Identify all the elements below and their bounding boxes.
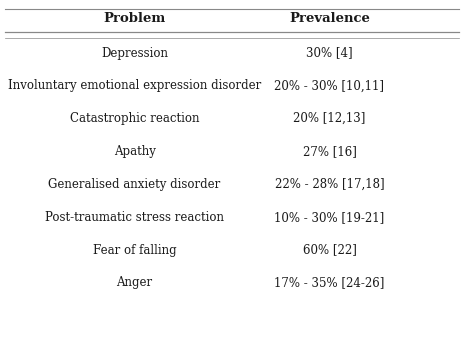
Text: Catastrophic reaction: Catastrophic reaction <box>69 112 199 125</box>
Text: 20% - 30% [10,11]: 20% - 30% [10,11] <box>274 79 384 92</box>
Text: 30% [4]: 30% [4] <box>306 47 352 60</box>
Text: 10% - 30% [19-21]: 10% - 30% [19-21] <box>274 211 384 224</box>
Text: Apathy: Apathy <box>113 145 155 158</box>
Text: Anger: Anger <box>116 276 152 289</box>
Text: Generalised anxiety disorder: Generalised anxiety disorder <box>48 178 220 191</box>
Text: 22% - 28% [17,18]: 22% - 28% [17,18] <box>274 178 383 191</box>
Text: Involuntary emotional expression disorder: Involuntary emotional expression disorde… <box>8 79 261 92</box>
Text: 20% [12,13]: 20% [12,13] <box>293 112 365 125</box>
Text: Depression: Depression <box>101 47 168 60</box>
Text: 17% - 35% [24-26]: 17% - 35% [24-26] <box>274 276 384 289</box>
Text: Prevalence: Prevalence <box>288 12 369 25</box>
Text: Post-traumatic stress reaction: Post-traumatic stress reaction <box>45 211 224 224</box>
Text: 27% [16]: 27% [16] <box>302 145 356 158</box>
Text: 60% [22]: 60% [22] <box>302 244 356 256</box>
Text: Problem: Problem <box>103 12 165 25</box>
Text: Fear of falling: Fear of falling <box>93 244 176 256</box>
